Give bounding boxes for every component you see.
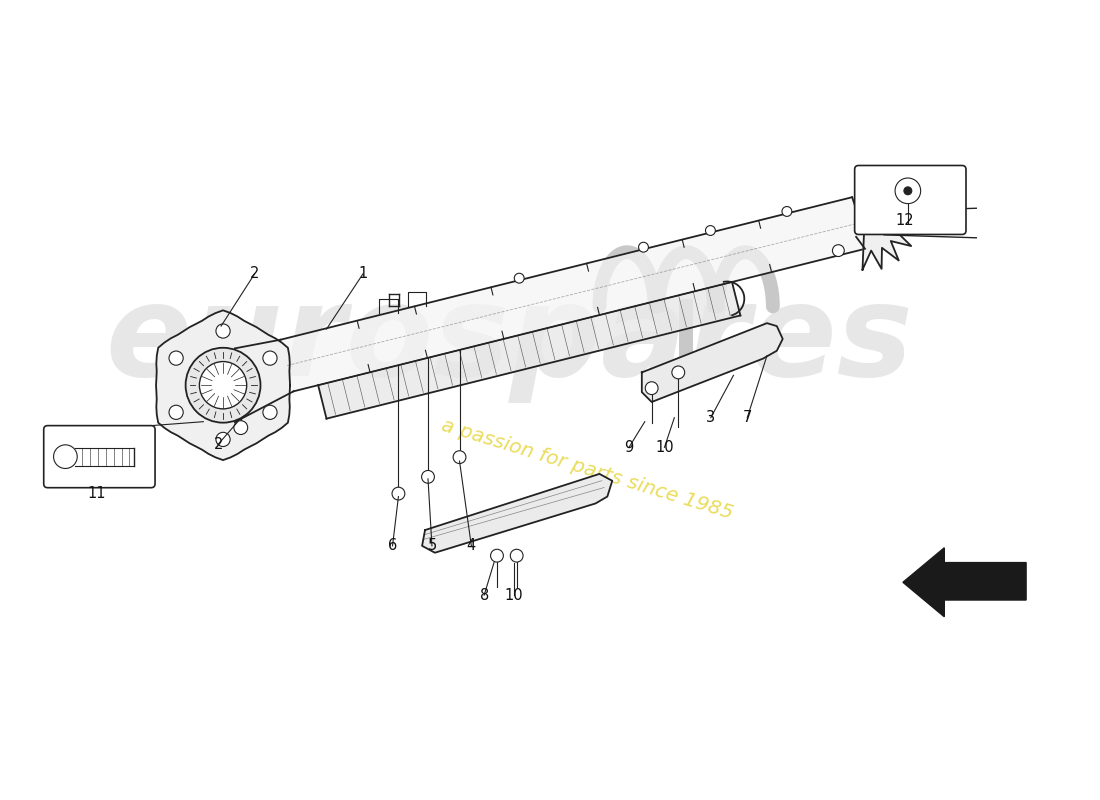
Circle shape xyxy=(453,450,466,463)
Circle shape xyxy=(895,178,921,204)
Text: 8: 8 xyxy=(480,587,488,602)
Circle shape xyxy=(904,187,912,194)
FancyBboxPatch shape xyxy=(855,166,966,234)
Circle shape xyxy=(186,348,261,422)
Text: a passion for parts since 1985: a passion for parts since 1985 xyxy=(440,415,736,522)
Polygon shape xyxy=(318,282,740,418)
Text: 6: 6 xyxy=(388,538,397,554)
Polygon shape xyxy=(862,176,917,270)
Circle shape xyxy=(639,242,648,252)
Polygon shape xyxy=(903,548,1026,617)
Circle shape xyxy=(705,226,715,235)
Text: 3: 3 xyxy=(706,410,715,426)
Text: 9: 9 xyxy=(625,440,634,454)
Circle shape xyxy=(646,382,658,394)
Circle shape xyxy=(169,406,184,419)
Circle shape xyxy=(54,445,77,469)
Circle shape xyxy=(421,470,434,483)
Circle shape xyxy=(491,550,504,562)
Text: 1: 1 xyxy=(359,266,367,282)
Text: 11: 11 xyxy=(88,486,107,501)
Text: 2: 2 xyxy=(213,437,223,452)
Polygon shape xyxy=(422,474,613,553)
Text: 4: 4 xyxy=(466,538,476,554)
Circle shape xyxy=(672,366,684,379)
Circle shape xyxy=(216,324,230,338)
Circle shape xyxy=(263,406,277,419)
Circle shape xyxy=(833,245,845,257)
FancyBboxPatch shape xyxy=(44,426,155,488)
Polygon shape xyxy=(156,310,290,460)
Text: 10: 10 xyxy=(505,587,522,602)
Text: 7: 7 xyxy=(742,410,752,426)
Polygon shape xyxy=(641,323,783,402)
Circle shape xyxy=(510,550,524,562)
Text: 12: 12 xyxy=(895,213,914,228)
Circle shape xyxy=(782,206,792,216)
Text: 2: 2 xyxy=(250,266,260,282)
Circle shape xyxy=(216,432,230,446)
Circle shape xyxy=(169,351,184,366)
Circle shape xyxy=(199,362,246,409)
Circle shape xyxy=(515,274,524,283)
Polygon shape xyxy=(280,198,865,391)
Text: 10: 10 xyxy=(656,440,674,454)
Text: 5: 5 xyxy=(427,538,437,554)
Text: eurospares: eurospares xyxy=(104,278,913,403)
Circle shape xyxy=(234,421,248,434)
Circle shape xyxy=(263,351,277,366)
Circle shape xyxy=(392,487,405,500)
